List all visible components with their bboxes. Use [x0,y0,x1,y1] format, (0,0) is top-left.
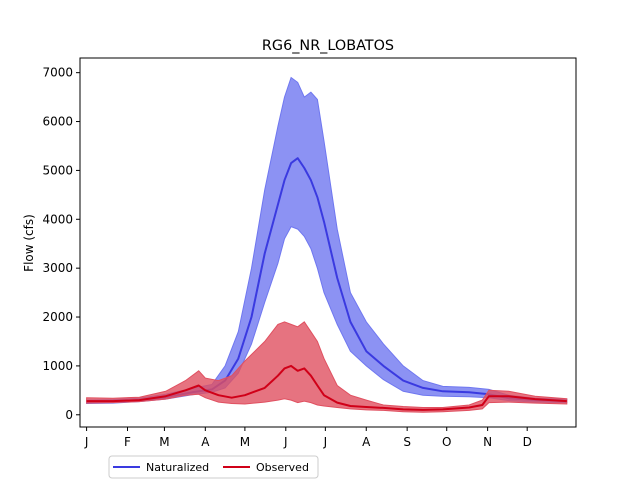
x-tick-label: N [483,435,492,449]
x-tick-label: J [283,435,288,449]
y-tick-label: 6000 [42,115,73,129]
y-tick-label: 4000 [42,212,73,226]
y-tick-label: 3000 [42,261,73,275]
x-tick-label: D [523,435,532,449]
x-tick-label: M [240,435,250,449]
observed-median-line [86,364,567,411]
y-axis: 0 1000 2000 3000 4000 5000 6000 7000 [42,66,80,422]
y-tick-label: 7000 [42,66,73,80]
plot-frame [79,57,577,428]
x-tick-label: J [323,435,328,449]
chart-title: RG6_NR_LOBATOS [262,38,394,54]
x-tick-label: M [159,435,169,449]
x-tick-label: O [442,435,451,449]
y-tick-label: 2000 [42,310,73,324]
legend-label-naturalized: Naturalized [146,461,209,474]
observed-range-band [86,321,568,413]
y-tick-label: 1000 [42,359,73,373]
x-tick-label: S [403,435,411,449]
legend-label-observed: Observed [256,461,309,474]
x-tick-label: A [201,435,210,449]
x-tick-label: J [84,435,89,449]
y-tick-label: 5000 [42,163,73,177]
legend: Naturalized Observed [108,455,319,479]
x-tick-label: A [362,435,371,449]
y-axis-label: Flow (cfs) [22,214,36,272]
plot-area [86,76,568,413]
legend-box [108,455,319,479]
y-tick-label: 0 [65,408,73,422]
x-tick-label: F [124,435,131,449]
